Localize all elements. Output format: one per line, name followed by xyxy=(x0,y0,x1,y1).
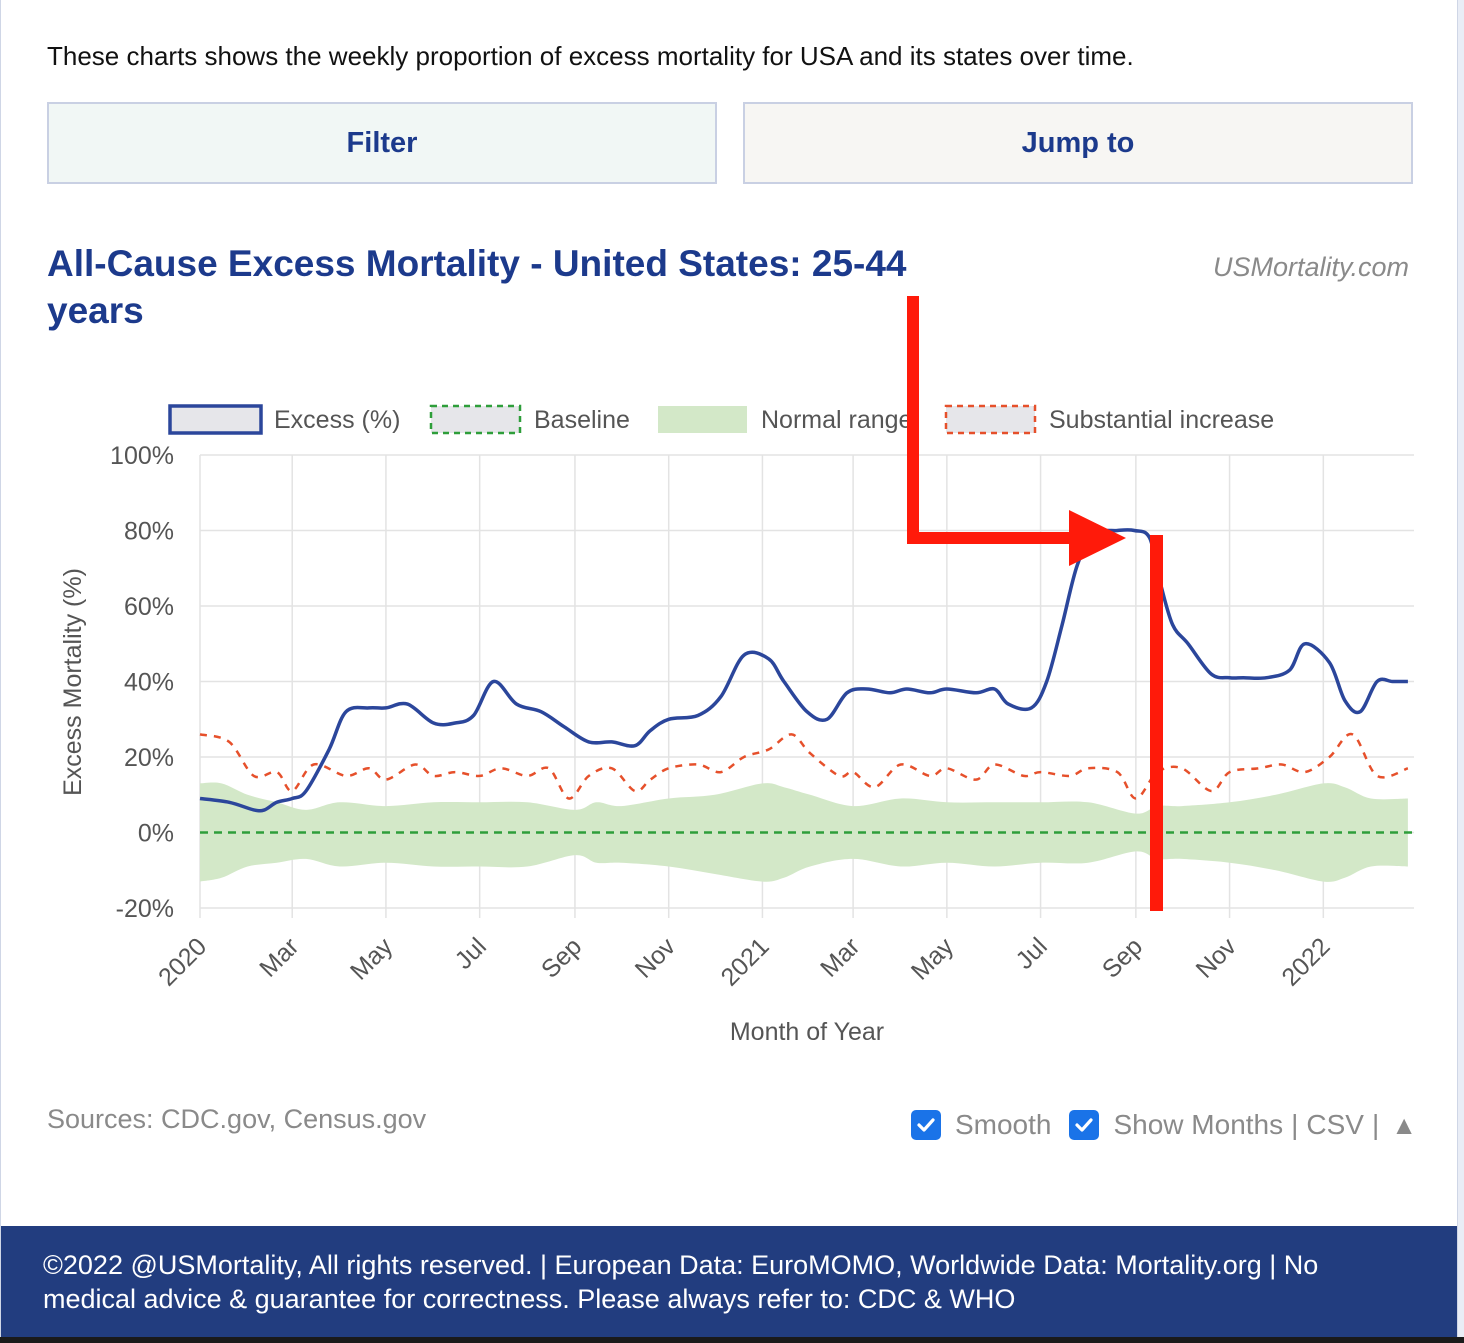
y-tick-label: 40% xyxy=(124,669,174,697)
separator: | xyxy=(1371,1109,1380,1140)
legend-swatch xyxy=(168,404,263,435)
legend-label: Normal range xyxy=(761,406,912,434)
x-axis-ticks: 2020 Mar May Jul Sep Nov 2021 Mar May Jul Sep Nov 20… xyxy=(153,932,1335,991)
y-tick-label: 60% xyxy=(124,593,174,621)
show-months-checkbox[interactable] xyxy=(1069,1110,1100,1140)
jump-to-button[interactable]: Jump to xyxy=(743,102,1413,184)
bottom-strip xyxy=(0,1337,1464,1343)
separator: | xyxy=(1291,1109,1299,1140)
annotation-arrow xyxy=(907,296,1163,911)
footer: ©2022 @USMortality, All rights reserved.… xyxy=(1,1226,1457,1337)
smooth-label: Smooth xyxy=(954,1109,1052,1140)
intro-text: These charts shows the weekly proportion… xyxy=(47,41,1134,71)
x-tick-label: Mar xyxy=(815,932,865,982)
smooth-checkbox[interactable] xyxy=(910,1110,941,1140)
x-tick-label: 2020 xyxy=(153,932,212,991)
annotation-vertical-marker xyxy=(1150,535,1163,911)
csv-link[interactable]: CSV xyxy=(1306,1109,1364,1140)
y-axis-ticks: 100% 80% 60% 40% 20% 0% -20% xyxy=(110,442,174,923)
chart-grid xyxy=(199,454,1414,918)
legend-swatch xyxy=(658,406,747,433)
annotation-arrow-shaft xyxy=(907,296,1076,544)
x-tick-label: Jul xyxy=(1010,932,1052,974)
x-tick-label: 2022 xyxy=(1276,932,1335,991)
excess-series-line xyxy=(199,528,1408,813)
brand-label: USMortality.com xyxy=(1212,252,1409,282)
y-tick-label: 100% xyxy=(110,442,174,470)
axis-labels: Month of Year Excess Mortality (%) xyxy=(59,568,884,1046)
x-tick-label: Nov xyxy=(1191,932,1243,984)
legend-label: Excess (%) xyxy=(274,406,400,434)
filter-button[interactable]: Filter xyxy=(47,102,717,184)
y-tick-label: 20% xyxy=(124,744,174,772)
legend-swatch xyxy=(429,404,522,435)
legend-swatch xyxy=(944,404,1037,435)
substantial-increase-series-line xyxy=(199,732,1409,800)
chart-title: All-Cause Excess Mortality - United Stat… xyxy=(47,243,907,331)
chart: 100% 80% 60% 40% 20% 0% -20% 2020 Mar May Jul Sep N… xyxy=(59,296,1414,1046)
chart-controls: Smooth Show Months | CSV | ▲ xyxy=(910,1105,1417,1145)
x-tick-label: May xyxy=(906,932,960,986)
legend-label: Substantial increase xyxy=(1049,406,1274,434)
legend: Excess (%) Baseline Normal range Substantia… xyxy=(168,404,1274,435)
substantial-increase-line xyxy=(199,732,1409,800)
check-icon xyxy=(1075,1118,1094,1132)
y-tick-label: 0% xyxy=(138,820,174,848)
scroll-top-icon[interactable]: ▲ xyxy=(1391,1109,1417,1140)
x-tick-label: Sep xyxy=(1097,932,1148,983)
show-months-label: Show Months xyxy=(1113,1109,1284,1140)
sources-text: Sources: CDC.gov, Census.gov xyxy=(47,1104,427,1134)
x-axis-title: Month of Year xyxy=(730,1018,884,1046)
y-tick-label: -20% xyxy=(116,895,174,923)
x-tick-label: Sep xyxy=(536,932,587,983)
check-icon xyxy=(917,1118,935,1132)
y-axis-title: Excess Mortality (%) xyxy=(59,568,87,796)
x-tick-label: Mar xyxy=(254,932,304,982)
y-tick-label: 80% xyxy=(124,518,174,546)
x-tick-label: 2021 xyxy=(716,932,775,991)
excess-line xyxy=(199,528,1408,813)
x-tick-label: Jul xyxy=(450,932,492,974)
annotation-arrow-head xyxy=(1069,510,1126,566)
x-tick-label: May xyxy=(345,932,399,986)
legend-label: Baseline xyxy=(534,406,630,434)
x-tick-label: Nov xyxy=(630,932,682,984)
